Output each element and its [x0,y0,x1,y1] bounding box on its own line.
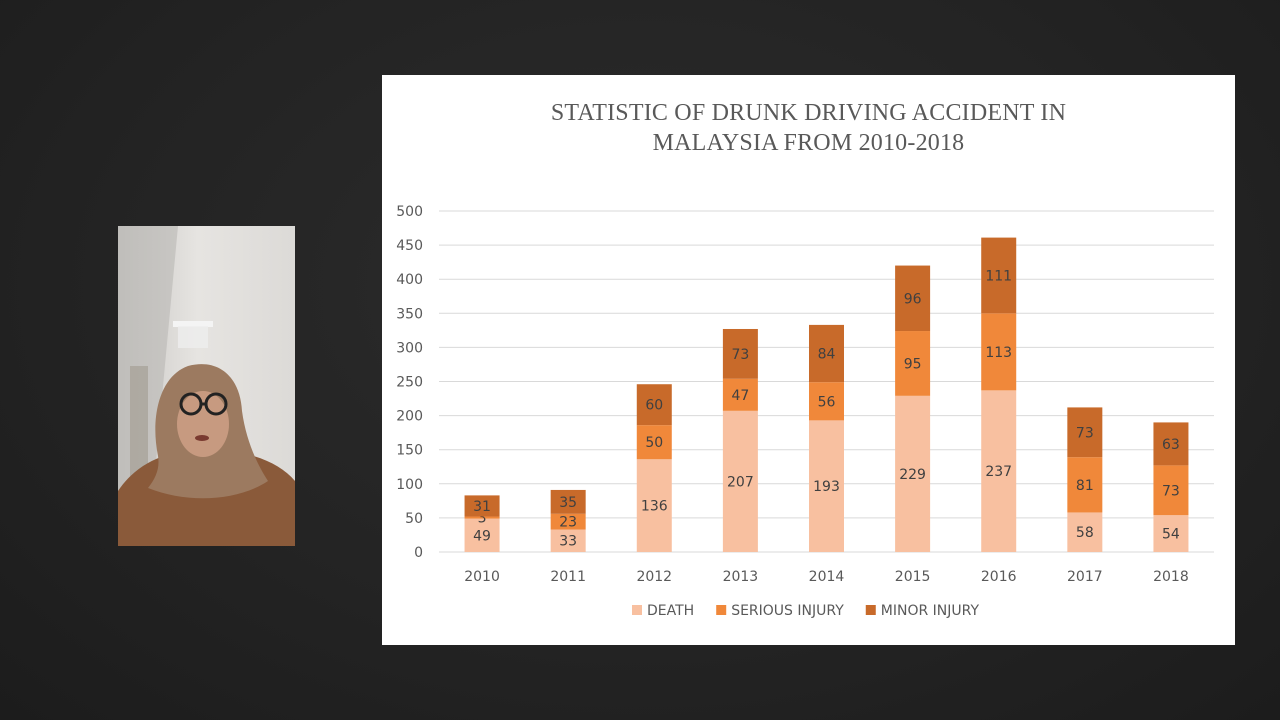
x-tick-label: 2017 [1067,569,1103,585]
legend-swatch [865,605,876,615]
y-tick-label: 450 [396,238,423,254]
data-label: 207 [727,474,754,490]
bar-segment [1153,422,1189,466]
legend-swatch [632,605,642,615]
data-label: 31 [473,499,491,515]
data-label: 136 [641,499,668,515]
data-label: 60 [645,398,663,414]
y-tick-label: 200 [396,409,423,425]
presenter-video-frame [118,226,295,546]
bar-segment [895,331,931,396]
bar-segment [1067,512,1103,552]
bar-segment [981,390,1017,552]
data-label: 47 [731,388,749,404]
bar-segment [809,382,844,421]
data-label: 73 [1162,483,1180,499]
legend-label: SERIOUS INJURY [731,603,844,619]
bar-segment [809,324,844,383]
presenter-webcam [118,226,295,546]
y-tick-label: 250 [396,375,423,391]
bar-segment [1067,457,1103,513]
y-tick-label: 0 [414,545,423,561]
legend-swatch [716,605,727,615]
data-label: 23 [559,515,577,531]
data-label: 111 [985,268,1012,284]
bar-segment [636,459,672,552]
x-tick-label: 2011 [550,569,586,585]
data-label: 237 [985,464,1012,480]
bar-segment [981,237,1017,314]
y-tick-label: 150 [396,443,423,459]
data-label: 33 [559,534,577,550]
legend-label: DEATH [647,603,694,619]
x-tick-label: 2013 [723,569,759,585]
data-label: 113 [985,345,1012,361]
data-label: 229 [899,467,926,483]
data-label: 96 [904,291,922,307]
data-label: 193 [813,479,840,495]
data-label: 35 [559,495,577,511]
data-label: 73 [1076,425,1094,441]
bar-segment [809,420,844,552]
y-tick-label: 100 [396,477,423,493]
bar-segment [636,425,672,460]
data-label: 63 [1162,437,1180,453]
data-label: 84 [818,347,836,363]
bar-segment [1067,407,1103,458]
y-tick-label: 50 [405,511,423,527]
data-label: 81 [1076,478,1094,494]
x-tick-label: 2016 [981,569,1017,585]
bar-segment [722,378,758,411]
bar-segment [464,518,500,552]
data-label: 73 [731,347,749,363]
bar-segment [550,513,586,530]
bar-segment [464,516,500,519]
x-tick-label: 2014 [809,569,845,585]
data-label: 56 [818,394,836,410]
presentation-slide: STATISTIC OF DRUNK DRIVING ACCIDENT IN M… [382,75,1235,645]
y-tick-label: 300 [396,340,423,356]
bar-segment [464,495,500,517]
bar-segment [722,410,758,552]
data-label: 49 [473,528,491,544]
bar-segment [1153,465,1189,516]
data-label: 58 [1076,525,1094,541]
data-label: 3 [478,511,487,527]
bar-segment [981,313,1017,391]
data-label: 50 [645,435,663,451]
legend-label: MINOR INJURY [881,603,980,619]
bar-segment [1153,515,1189,552]
bar-segment [550,489,586,514]
y-tick-label: 500 [396,204,423,220]
x-tick-label: 2012 [636,569,672,585]
bar-segment [895,265,931,332]
chart-title-line-1: STATISTIC OF DRUNK DRIVING ACCIDENT IN [550,100,1067,126]
data-label: 95 [904,356,922,372]
chart-title-line-2: MALAYSIA FROM 2010-2018 [652,130,965,156]
bar-segment [895,395,931,552]
x-tick-label: 2018 [1153,569,1189,585]
x-tick-label: 2015 [895,569,931,585]
bar-segment [550,529,586,552]
x-tick-label: 2010 [464,569,500,585]
bar-segment [636,384,672,426]
chart-title: STATISTIC OF DRUNK DRIVING ACCIDENT IN M… [382,98,1235,158]
data-label: 54 [1162,527,1180,543]
y-tick-label: 350 [396,306,423,322]
y-tick-label: 400 [396,272,423,288]
bar-segment [722,328,758,379]
